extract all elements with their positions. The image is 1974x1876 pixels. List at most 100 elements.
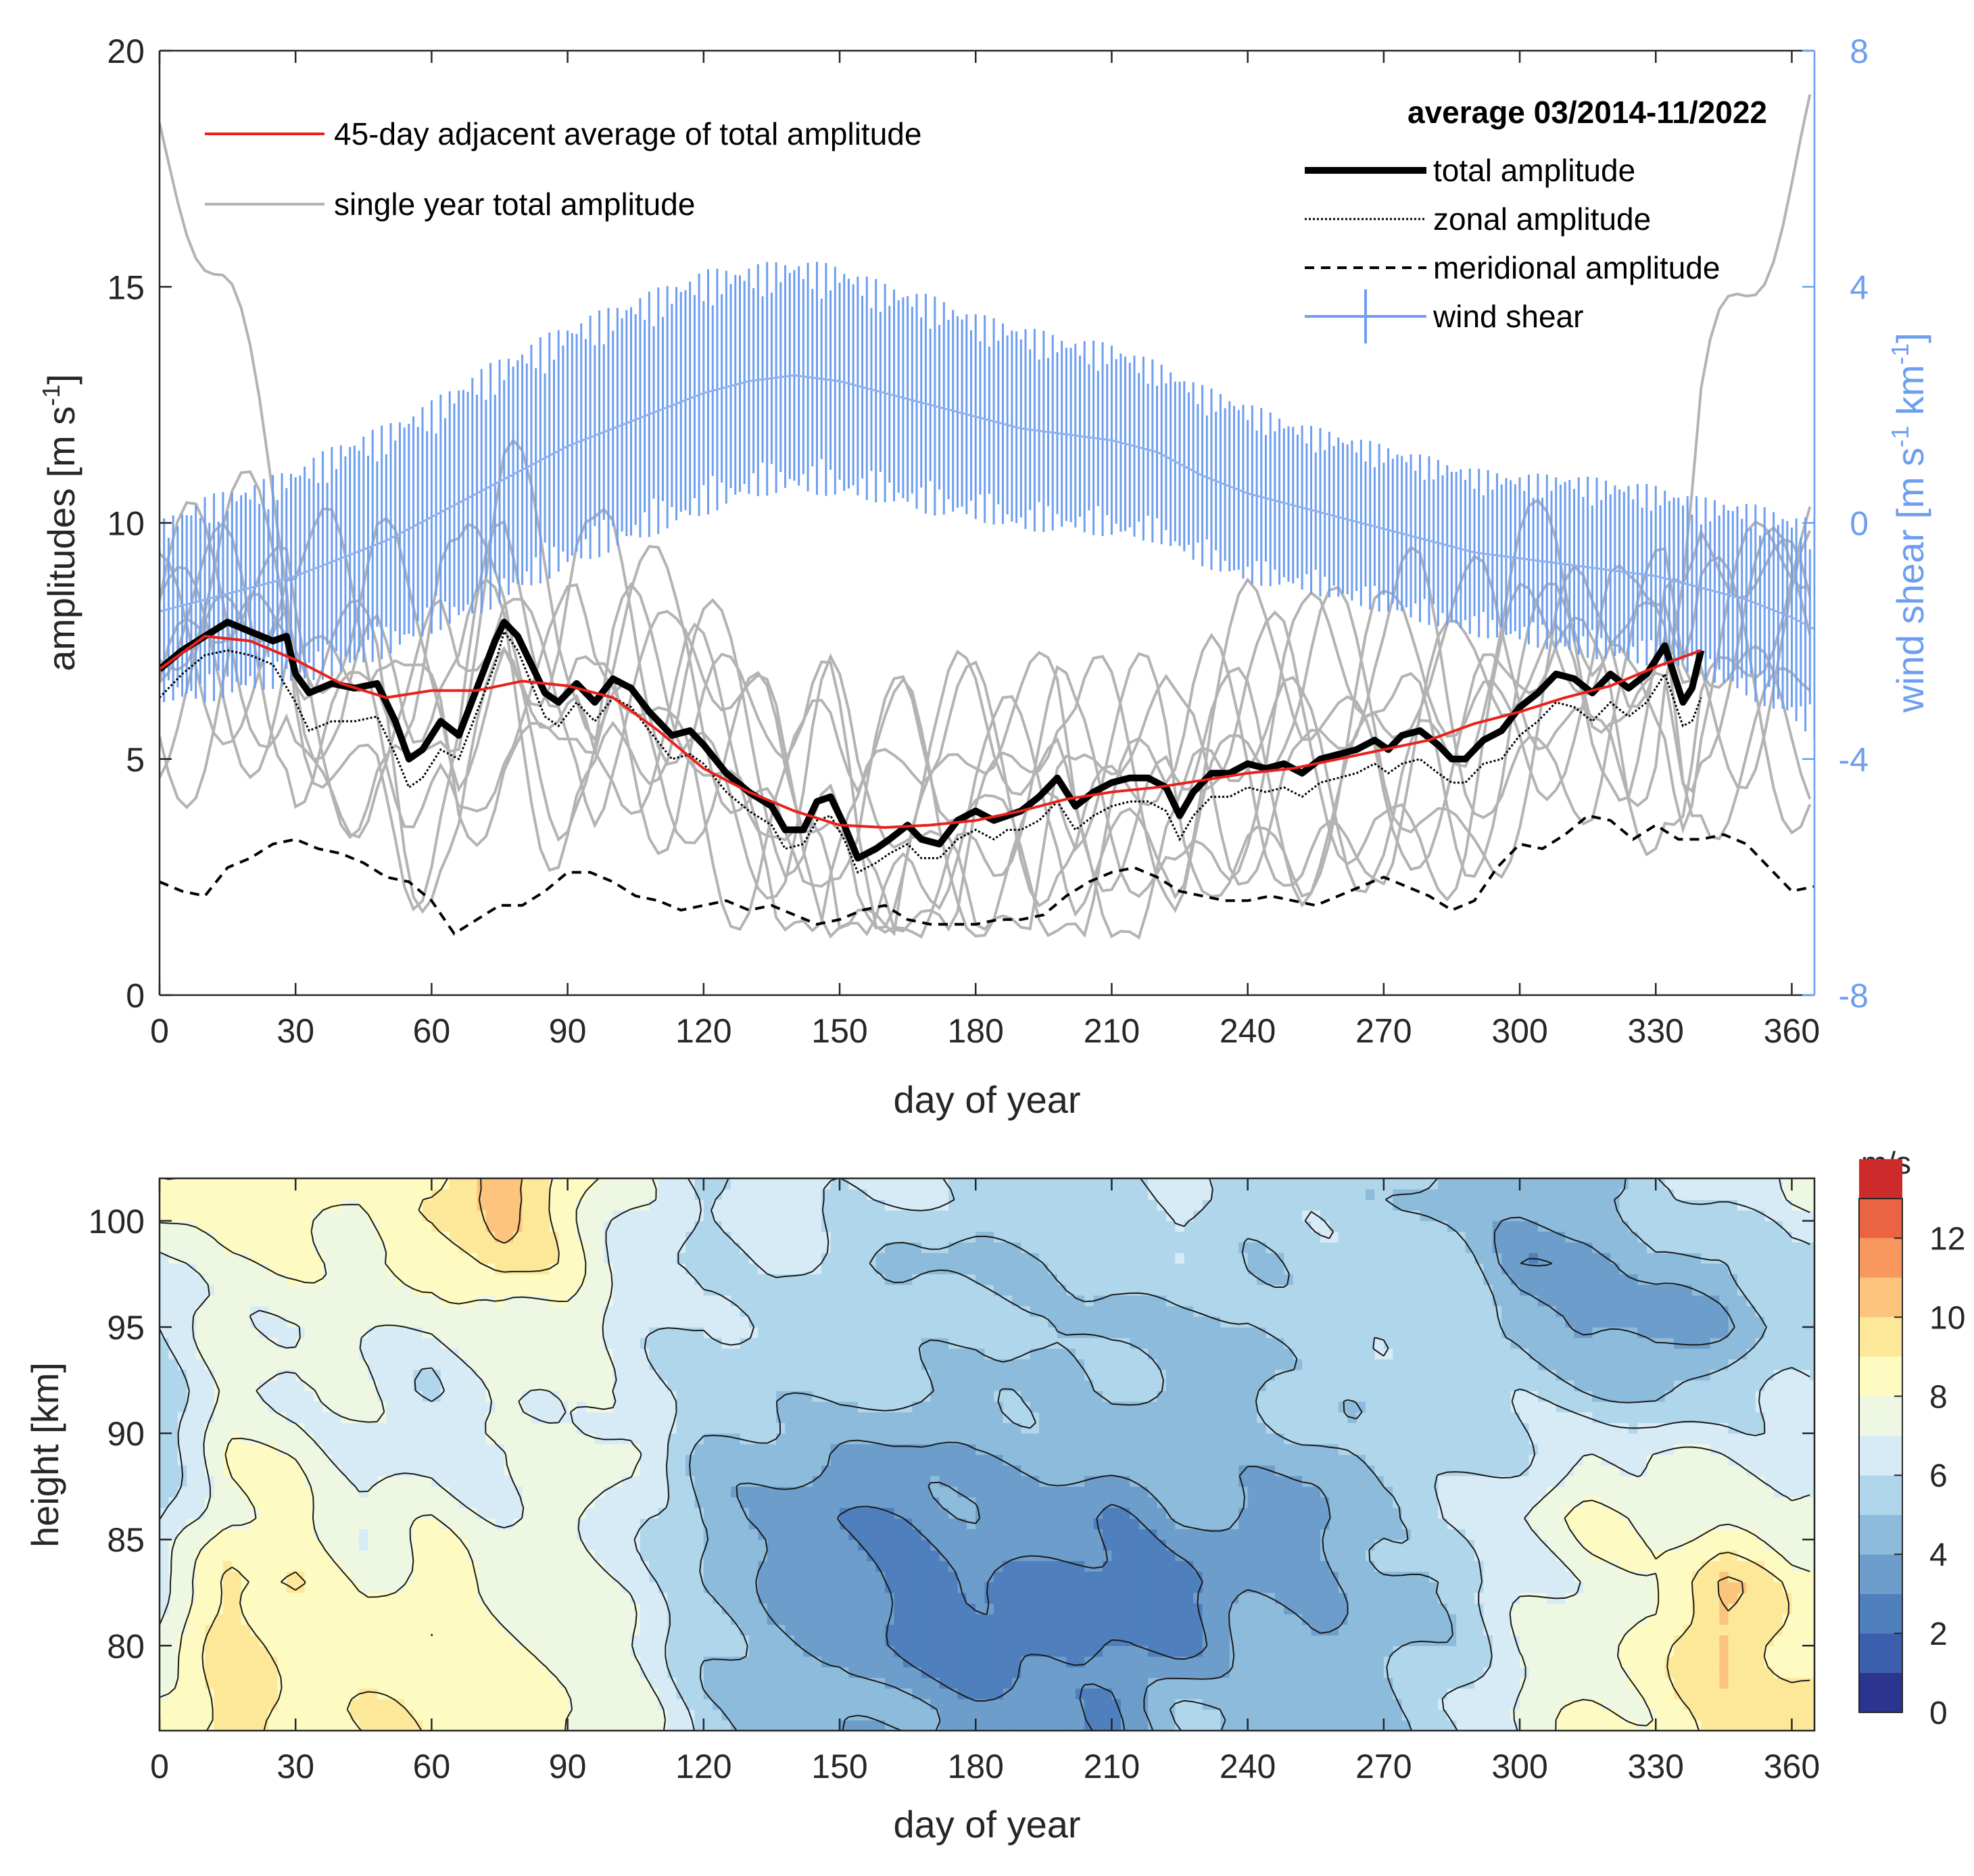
contour-cell — [440, 1656, 450, 1668]
contour-cell — [368, 1337, 378, 1349]
contour-cell — [821, 1284, 832, 1296]
contour-cell — [431, 1518, 441, 1530]
contour-cell — [794, 1443, 804, 1456]
contour-cell — [250, 1709, 260, 1721]
contour-cell — [522, 1635, 532, 1646]
contour-cell — [767, 1454, 777, 1466]
contour-cell — [577, 1656, 586, 1668]
contour-cell — [341, 1635, 351, 1646]
contour-cell — [423, 1380, 432, 1391]
contour-cell — [685, 1624, 695, 1636]
contour-cell — [314, 1666, 323, 1678]
contour-cell — [404, 1220, 414, 1232]
contour-cell — [875, 1188, 886, 1200]
contour-cell — [821, 1422, 832, 1434]
legend-right: average 03/2014-11/2022 total amplitude … — [1305, 95, 1767, 343]
contour-cell — [785, 1624, 795, 1636]
contour-cell — [685, 1508, 695, 1519]
contour-cell — [395, 1380, 405, 1391]
contour-cell — [168, 1199, 178, 1211]
contour-cell — [748, 1508, 759, 1519]
contour-cell — [867, 1263, 877, 1274]
contour-cell — [585, 1316, 596, 1328]
contour-cell — [522, 1497, 532, 1508]
contour-cell — [848, 1348, 859, 1360]
contour-cell — [304, 1412, 314, 1423]
contour-cell — [731, 1369, 741, 1381]
contour-cell — [187, 1698, 197, 1710]
contour-cell — [667, 1582, 677, 1593]
contour-cell — [703, 1454, 713, 1466]
contour-cell — [758, 1709, 768, 1721]
contour-cell — [286, 1720, 296, 1731]
contour-cell — [585, 1295, 596, 1307]
contour-cell — [867, 1178, 877, 1190]
contour-cell — [395, 1709, 405, 1721]
contour-cell — [259, 1210, 269, 1222]
contour-cell — [912, 1486, 922, 1497]
x-tick-label: 30 — [276, 1012, 314, 1050]
contour-cell — [359, 1571, 369, 1583]
contour-cell — [640, 1220, 650, 1232]
contour-cell — [504, 1497, 514, 1508]
contour-cell — [640, 1178, 650, 1190]
contour-cell — [567, 1539, 577, 1551]
contour-cell — [939, 1497, 949, 1508]
contour-cell — [314, 1401, 323, 1413]
contour-cell — [631, 1518, 641, 1530]
contour-cell — [785, 1518, 795, 1530]
contour-cell — [667, 1465, 677, 1476]
contour-cell — [631, 1582, 641, 1593]
contour-cell — [622, 1529, 632, 1540]
contour-cell — [395, 1539, 405, 1551]
contour-cell — [195, 1359, 206, 1370]
contour-cell — [867, 1305, 877, 1317]
contour-cell — [649, 1305, 659, 1317]
contour-cell — [540, 1295, 550, 1307]
contour-cell — [912, 1433, 922, 1445]
contour-cell — [404, 1645, 414, 1657]
contour-cell — [867, 1656, 877, 1668]
contour-cell — [594, 1549, 604, 1562]
contour-cell — [713, 1401, 723, 1413]
contour-cell — [241, 1295, 251, 1307]
contour-cell — [368, 1263, 378, 1274]
contour-cell — [685, 1274, 695, 1285]
contour-cell — [740, 1220, 750, 1232]
contour-cell — [314, 1549, 323, 1562]
contour-cell — [341, 1433, 351, 1445]
contour-cell — [785, 1677, 795, 1689]
contour-cell — [168, 1433, 178, 1445]
contour-cell — [649, 1720, 659, 1731]
contour-cell — [386, 1656, 396, 1668]
contour-cell — [622, 1614, 632, 1625]
contour-cell — [821, 1316, 832, 1328]
contour-cell — [794, 1412, 804, 1423]
contour-cell — [540, 1688, 550, 1700]
contour-cell — [304, 1401, 314, 1413]
contour-cell — [377, 1422, 387, 1434]
contour-cell — [431, 1412, 441, 1423]
contour-cell — [594, 1359, 604, 1370]
contour-cell — [214, 1412, 224, 1423]
contour-cell — [286, 1656, 296, 1668]
contour-cell — [567, 1295, 577, 1307]
contour-cell — [477, 1305, 487, 1317]
contour-cell — [894, 1560, 904, 1572]
contour-cell — [830, 1539, 840, 1551]
contour-cell — [413, 1348, 423, 1360]
contour-cell — [604, 1327, 614, 1339]
contour-cell — [222, 1199, 233, 1211]
contour-cell — [767, 1305, 777, 1317]
contour-cell — [522, 1359, 532, 1370]
contour-cell — [594, 1274, 604, 1285]
contour-cell — [748, 1656, 759, 1668]
contour-cell — [612, 1401, 623, 1413]
contour-cell — [921, 1327, 931, 1339]
contour-cell — [748, 1316, 759, 1328]
contour-cell — [558, 1475, 569, 1487]
contour-cell — [622, 1369, 632, 1381]
contour-cell — [259, 1369, 269, 1381]
contour-cell — [840, 1518, 849, 1530]
contour-cell — [748, 1624, 759, 1636]
